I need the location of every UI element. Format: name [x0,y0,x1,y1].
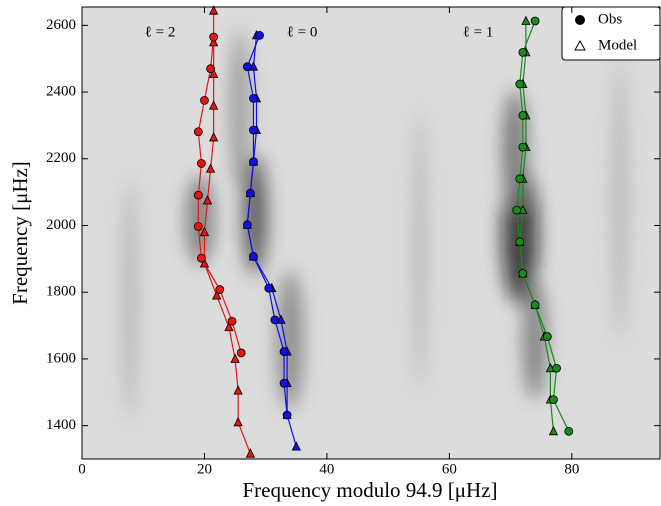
obs-point [255,30,264,40]
legend-label: Obs [598,11,622,27]
y-tick-label: 1800 [46,284,76,300]
obs-point [270,315,280,325]
obs-point [279,378,289,388]
obs-point [515,79,525,89]
obs-point [518,111,528,120]
degree-label: ℓ = 2 [145,24,176,40]
series-line [516,20,570,432]
legend-marker [575,15,585,25]
obs-point [530,16,540,26]
obs-point [249,94,258,103]
model-point [212,290,222,300]
obs-point [193,127,203,137]
power-background [82,7,660,459]
model-point [224,321,234,332]
y-tick-label: 2200 [46,150,76,166]
obs-point [279,347,289,356]
model-point [521,15,531,25]
plot-area [193,5,574,458]
obs-point [249,157,258,167]
model-point [208,132,219,142]
model-point [205,163,216,173]
y-tick-label: 2600 [46,17,76,33]
obs-point [209,32,219,42]
obs-point [515,237,525,247]
degree-label: ℓ = 1 [463,24,494,40]
obs-point [196,159,206,168]
legend: Obs Model [561,6,661,61]
model-point [245,448,256,458]
obs-point [518,47,528,57]
obs-point [512,205,522,215]
legend-box [561,6,661,61]
obs-point [206,64,215,74]
axes-frame [81,6,661,460]
series-line [519,21,555,432]
obs-point [264,283,274,293]
model-point [548,425,559,436]
obs-point [518,142,528,152]
obs-point [193,222,203,231]
obs-point [249,252,258,261]
obs-point [236,348,246,358]
model-point [199,258,210,268]
model-point [199,226,210,237]
model-point [202,195,213,205]
obs-point [193,190,203,200]
obs-point [542,332,552,341]
model-point [291,441,301,451]
obs-point [245,188,255,198]
obs-point [564,426,574,436]
y-tick-label: 2000 [46,217,76,233]
x-tick-label: 80 [564,461,579,477]
x-tick-label: 40 [319,461,334,477]
obs-point [242,62,252,72]
degree-label: ℓ = 0 [287,24,318,40]
obs-point [552,363,561,373]
x-tick-label: 20 [197,461,212,477]
legend-marker [574,39,586,51]
legend-label: Model [598,37,637,53]
y-axis-label: Frequency [μHz] [8,161,32,305]
x-axis-label: Frequency modulo 94.9 [μHz] [242,478,497,502]
obs-point [196,253,206,263]
obs-point [282,410,292,420]
obs-point [530,300,540,310]
x-tick-label: 0 [78,461,86,477]
obs-point [215,285,225,294]
obs-point [549,395,558,405]
obs-point [242,220,252,230]
model-point [233,385,243,395]
y-tick-label: 1600 [46,350,76,366]
model-point [208,100,219,110]
model-point [208,36,219,47]
y-tick-label: 1400 [46,417,76,433]
model-point [208,68,219,78]
obs-point [200,96,209,105]
model-point [233,416,243,427]
obs-point [249,125,258,135]
obs-point [227,316,237,326]
obs-point [518,269,528,278]
model-point [208,5,219,15]
x-tick-label: 60 [442,461,457,477]
model-point [230,353,240,363]
obs-point [515,174,525,184]
y-tick-label: 2400 [46,84,76,100]
